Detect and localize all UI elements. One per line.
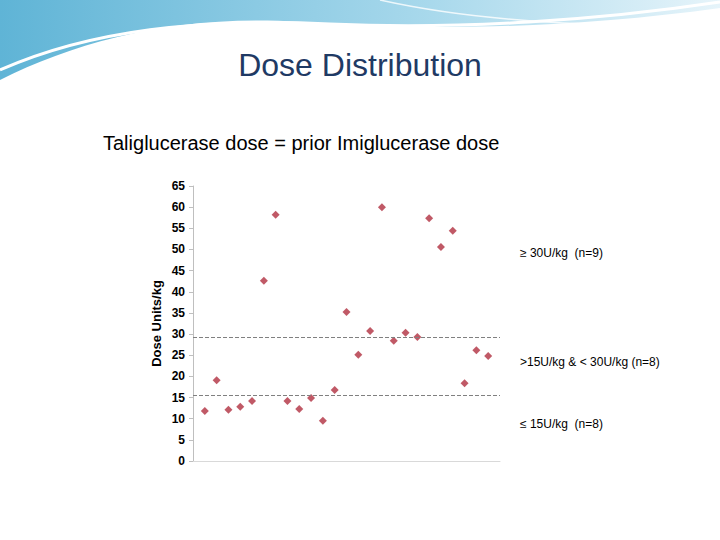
svg-text:55: 55	[172, 221, 186, 235]
svg-text:40: 40	[172, 285, 186, 299]
svg-text:>15U/kg & < 30U/kg (n=8): >15U/kg & < 30U/kg (n=8)	[520, 355, 660, 369]
svg-text:Dose Units/kg: Dose Units/kg	[149, 280, 164, 367]
svg-text:35: 35	[172, 306, 186, 320]
svg-text:20: 20	[172, 369, 186, 383]
svg-text:65: 65	[172, 179, 186, 193]
svg-text:5: 5	[178, 433, 185, 447]
svg-text:0: 0	[178, 454, 185, 468]
svg-text:45: 45	[172, 264, 186, 278]
svg-text:25: 25	[172, 348, 186, 362]
svg-text:≤ 15U/kg (n=8): ≤ 15U/kg (n=8)	[520, 417, 603, 431]
svg-text:≥ 30U/kg (n=9): ≥ 30U/kg (n=9)	[520, 246, 603, 260]
svg-text:Dose Distribution: Dose Distribution	[238, 47, 482, 83]
svg-text:30: 30	[172, 327, 186, 341]
svg-text:60: 60	[172, 200, 186, 214]
svg-text:15: 15	[172, 391, 186, 405]
svg-text:Taliglucerase dose = prior Imi: Taliglucerase dose = prior Imiglucerase …	[103, 132, 499, 154]
svg-text:10: 10	[172, 412, 186, 426]
svg-text:50: 50	[172, 242, 186, 256]
